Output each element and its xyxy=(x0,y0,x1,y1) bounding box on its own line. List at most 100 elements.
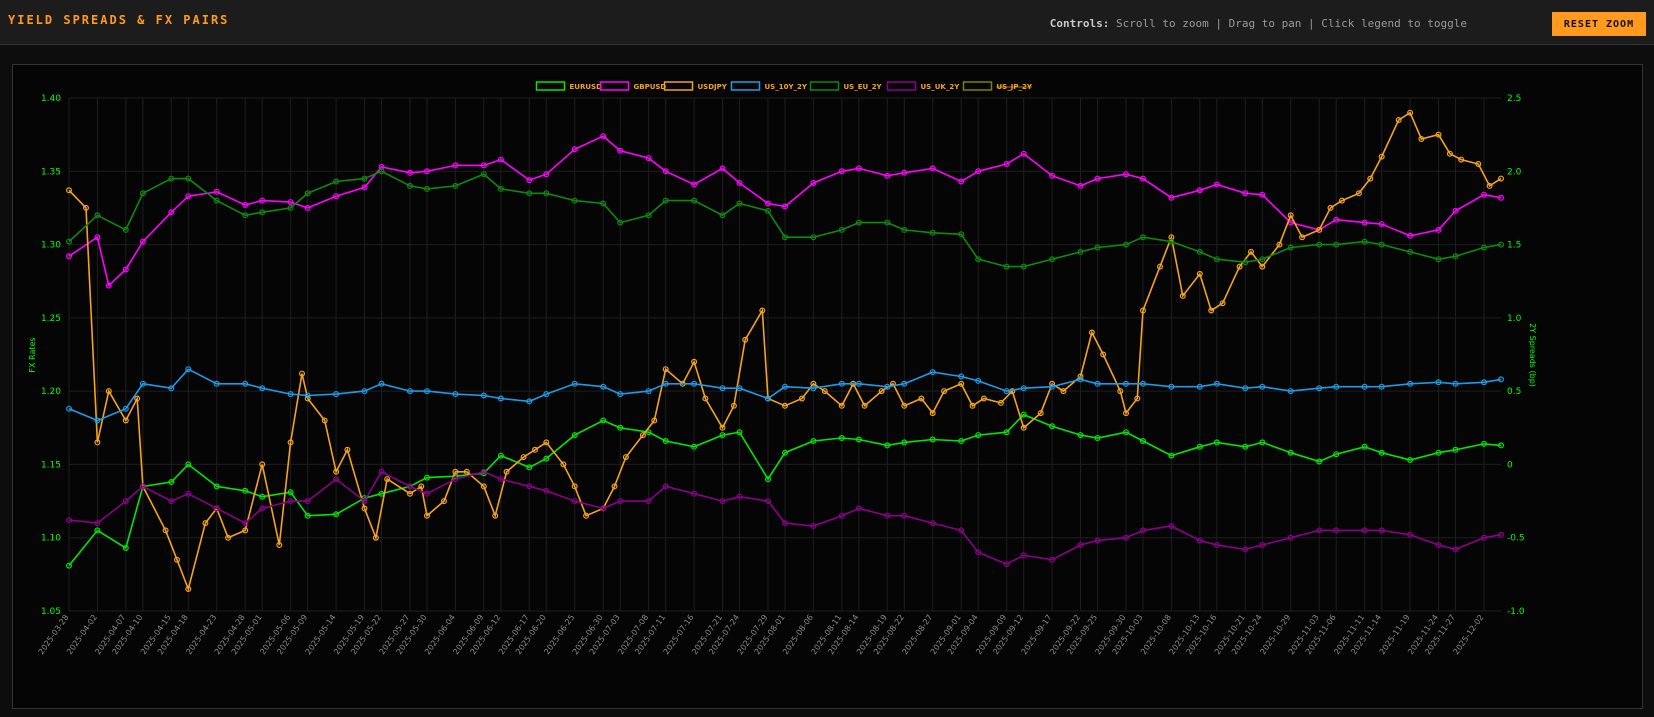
y2-axis-label: 2Y Spreads (bp) xyxy=(1528,323,1537,387)
data-point xyxy=(185,461,192,468)
data-point xyxy=(242,202,249,209)
data-point xyxy=(333,511,340,518)
data-point xyxy=(1139,234,1146,241)
legend-item-us-jp-2y[interactable]: US_JP_2Y xyxy=(962,81,1033,91)
data-point xyxy=(1435,256,1442,263)
data-point xyxy=(543,391,550,398)
legend-label: US_EU_2Y xyxy=(844,83,883,91)
data-point xyxy=(242,520,249,527)
chart-panel[interactable]: 1.05 1.10 1.15 1.20 1.25 1.30 1.35 1.40 -1.0 -0.5… xyxy=(12,64,1643,709)
data-point xyxy=(185,193,192,200)
data-point xyxy=(1122,241,1129,248)
data-point xyxy=(730,402,737,409)
legend-item-us-eu-2y[interactable]: US_EU_2Y xyxy=(809,81,883,91)
data-point xyxy=(452,182,459,189)
data-point xyxy=(810,438,817,445)
controls-text: Scroll to zoom | Drag to pan | Click leg… xyxy=(1116,17,1467,30)
data-point xyxy=(742,336,749,343)
data-point xyxy=(1480,244,1487,251)
data-point xyxy=(543,171,550,178)
data-point xyxy=(975,432,982,439)
data-point xyxy=(1094,537,1101,544)
data-point xyxy=(1407,109,1414,116)
data-point xyxy=(901,380,908,387)
data-point xyxy=(65,517,72,524)
data-point xyxy=(691,490,698,497)
y2-tick-label: 0 xyxy=(1507,460,1513,470)
data-point xyxy=(185,585,192,592)
data-point xyxy=(480,468,487,475)
data-point xyxy=(821,388,828,395)
data-point xyxy=(1049,423,1056,430)
data-point xyxy=(378,168,385,175)
data-point xyxy=(287,199,294,206)
data-point xyxy=(1480,440,1487,447)
data-point xyxy=(662,366,669,373)
data-point xyxy=(122,498,129,505)
data-point xyxy=(1299,234,1306,241)
legend-item-usdjpy[interactable]: USDJPY xyxy=(663,81,728,91)
data-point xyxy=(407,182,414,189)
data-point xyxy=(213,505,220,512)
legend-item-us-10y-2y[interactable]: US_10Y_2Y xyxy=(730,81,808,91)
y2-tick-label: 1.0 xyxy=(1507,314,1522,324)
data-point xyxy=(1122,410,1129,417)
data-point xyxy=(736,200,743,207)
data-point xyxy=(884,442,891,449)
data-point xyxy=(622,454,629,461)
legend-item-eurusd[interactable]: EURUSD xyxy=(535,81,603,91)
data-point xyxy=(344,446,351,453)
data-point xyxy=(975,549,982,556)
data-point xyxy=(781,449,788,456)
data-point xyxy=(1213,181,1220,188)
data-point xyxy=(407,169,414,176)
data-point xyxy=(526,483,533,490)
data-point xyxy=(838,168,845,175)
legend-swatch xyxy=(730,81,761,91)
data-point xyxy=(884,512,891,519)
data-point xyxy=(1333,241,1340,248)
series-gbpusd xyxy=(65,133,1504,289)
data-point xyxy=(1259,263,1266,270)
data-point xyxy=(543,439,550,446)
data-point xyxy=(213,483,220,490)
data-point xyxy=(168,175,175,182)
data-point xyxy=(583,512,590,519)
data-point xyxy=(65,562,72,569)
data-point xyxy=(65,405,72,412)
data-point xyxy=(929,436,936,443)
legend-item-us-uk-2y[interactable]: US_UK_2Y xyxy=(886,81,961,91)
data-point xyxy=(884,383,891,390)
legend-label: US_10Y_2Y xyxy=(765,83,808,91)
axes: 1.05 1.10 1.15 1.20 1.25 1.30 1.35 1.40 -1.0 -0.5… xyxy=(37,94,1525,656)
data-point xyxy=(333,468,340,475)
series-layer xyxy=(65,109,1504,592)
y-tick-label: 1.05 xyxy=(41,607,61,617)
data-point xyxy=(213,380,220,387)
data-point xyxy=(1407,380,1414,387)
data-point xyxy=(1242,385,1249,392)
data-point xyxy=(1077,376,1084,383)
data-point xyxy=(1259,191,1266,198)
legend[interactable]: EURUSD GBPUSD USDJPY US_10Y_2Y US_EU_2Y US_UK… xyxy=(535,81,1033,91)
data-point xyxy=(384,476,391,483)
data-point xyxy=(662,483,669,490)
data-point xyxy=(134,395,141,402)
reset-zoom-button[interactable]: RESET ZOOM xyxy=(1552,12,1646,36)
legend-swatch xyxy=(663,81,694,91)
data-point xyxy=(139,380,146,387)
data-point xyxy=(1452,546,1459,553)
data-point xyxy=(969,402,976,409)
data-point xyxy=(122,405,129,412)
data-point xyxy=(1196,383,1203,390)
data-point xyxy=(781,520,788,527)
data-point xyxy=(1276,241,1283,248)
y-tick-label: 1.35 xyxy=(41,167,61,177)
grid xyxy=(68,97,1501,612)
data-point xyxy=(617,391,624,398)
chart-svg[interactable]: 1.05 1.10 1.15 1.20 1.25 1.30 1.35 1.40 -1.0 -0.5… xyxy=(13,65,1642,708)
legend-item-gbpusd[interactable]: GBPUSD xyxy=(599,81,667,91)
data-point xyxy=(1361,443,1368,450)
data-point xyxy=(1338,197,1345,204)
data-point xyxy=(736,429,743,436)
